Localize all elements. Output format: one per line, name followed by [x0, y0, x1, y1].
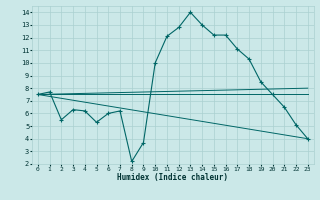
- X-axis label: Humidex (Indice chaleur): Humidex (Indice chaleur): [117, 173, 228, 182]
